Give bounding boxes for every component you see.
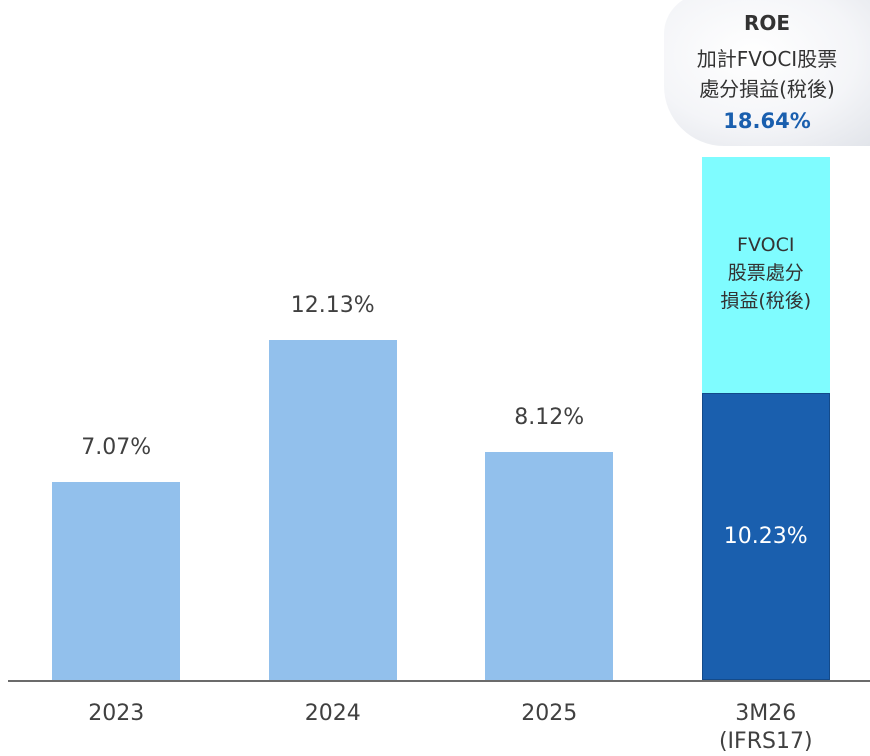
segment-label: FVOCI 股票處分 損益(稅後): [720, 234, 812, 313]
bar: [52, 481, 181, 680]
x-tick-label: 3M26 (IFRS17): [718, 701, 813, 754]
x-tick-label: 2024: [304, 701, 361, 726]
x-axis: [8, 680, 870, 682]
x-tick-label: 2025: [521, 701, 578, 726]
x-tick-label: 2023: [88, 701, 145, 726]
bar: [701, 157, 830, 394]
value-label: 7.07%: [81, 434, 152, 460]
bar: [268, 339, 397, 680]
annotation-title: ROE: [743, 11, 791, 35]
annotation-value: 18.64%: [723, 109, 811, 133]
bar: [485, 452, 614, 680]
value-label: 12.13%: [290, 292, 375, 318]
annotation-bubble: [664, 0, 870, 146]
annotation-text: 加計FVOCI股票 處分損益(稅後): [696, 47, 838, 101]
bar: [701, 393, 830, 680]
value-label: 10.23%: [723, 523, 808, 549]
value-label: 8.12%: [514, 405, 585, 431]
